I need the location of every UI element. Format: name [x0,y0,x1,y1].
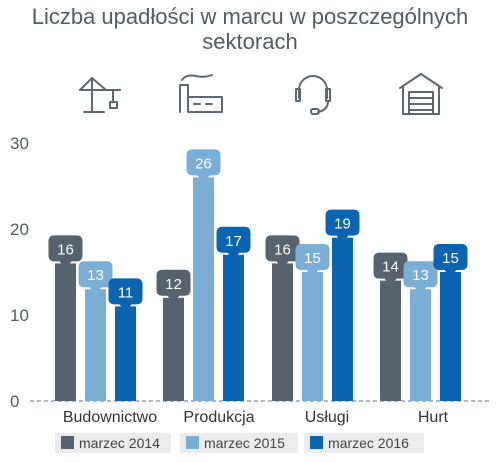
crane-icon [79,77,121,113]
legend-label: marzec 2014 [79,435,160,451]
category-label: Hurt [418,409,449,426]
bar [440,272,461,401]
y-tick-label: 20 [10,220,29,239]
data-label: 12 [165,276,182,293]
data-label: 16 [57,241,74,258]
data-label-bubble [108,278,143,312]
data-label: 16 [274,241,291,258]
bar [115,306,136,401]
data-label: 17 [225,233,242,250]
legend-item: marzec 2016 [304,433,424,453]
y-tick-label: 0 [10,392,19,411]
data-label-bubble [433,244,468,277]
chart-title-line-2: sektorach [202,29,298,54]
data-label: 11 [118,284,134,301]
data-label-bubble [325,209,360,243]
category-label: Budownictwo [63,409,157,426]
bar [302,272,323,401]
category-label: Produkcja [183,409,254,426]
data-label-bubble [373,252,408,286]
category-label: Usługi [305,409,349,426]
bars: 16 12 16 14 13 26 15 13 11 17 19 15 Budownictwo Produ… [48,149,468,426]
sector-icons [79,73,443,115]
data-label-bubble [186,149,221,183]
bar [272,263,293,401]
data-label: 14 [382,259,399,276]
chart-title: Liczba upadłości w marcu w poszczególnyc… [0,4,500,54]
data-label-bubble [216,226,251,260]
data-label: 15 [442,250,459,267]
bar [332,237,353,401]
headset-icon [295,75,331,115]
data-label: 19 [334,216,351,233]
data-label-bubble [156,269,191,303]
legend-item: marzec 2014 [55,433,171,453]
y-tick-label: 10 [10,306,29,325]
legend-label: marzec 2015 [204,435,285,451]
legend-label: marzec 2016 [328,435,409,451]
data-label: 13 [412,267,429,284]
data-label: 13 [87,267,104,284]
bar [163,297,184,401]
legend-item: marzec 2015 [180,433,298,453]
factory-icon [179,74,223,113]
legend-swatch [310,436,323,449]
bar [410,289,431,401]
data-label-bubble [78,261,113,295]
bar [380,280,401,401]
chart-title-line-1: Liczba upadłości w marcu w poszczególnyc… [31,4,469,29]
data-label-bubble [265,235,300,269]
bar [223,254,244,401]
legend-swatch [186,436,199,449]
data-label: 15 [304,250,321,267]
data-label-bubble [48,235,83,269]
y-axis: 0 10 20 30 [10,134,492,411]
bar [55,263,76,401]
warehouse-icon [399,73,443,115]
y-tick-label: 30 [10,134,29,153]
bar [85,289,106,401]
data-label: 26 [195,155,212,172]
bar [193,177,214,401]
data-label-bubble [403,261,438,295]
data-label-bubble [295,244,330,277]
legend-swatch [61,436,74,449]
